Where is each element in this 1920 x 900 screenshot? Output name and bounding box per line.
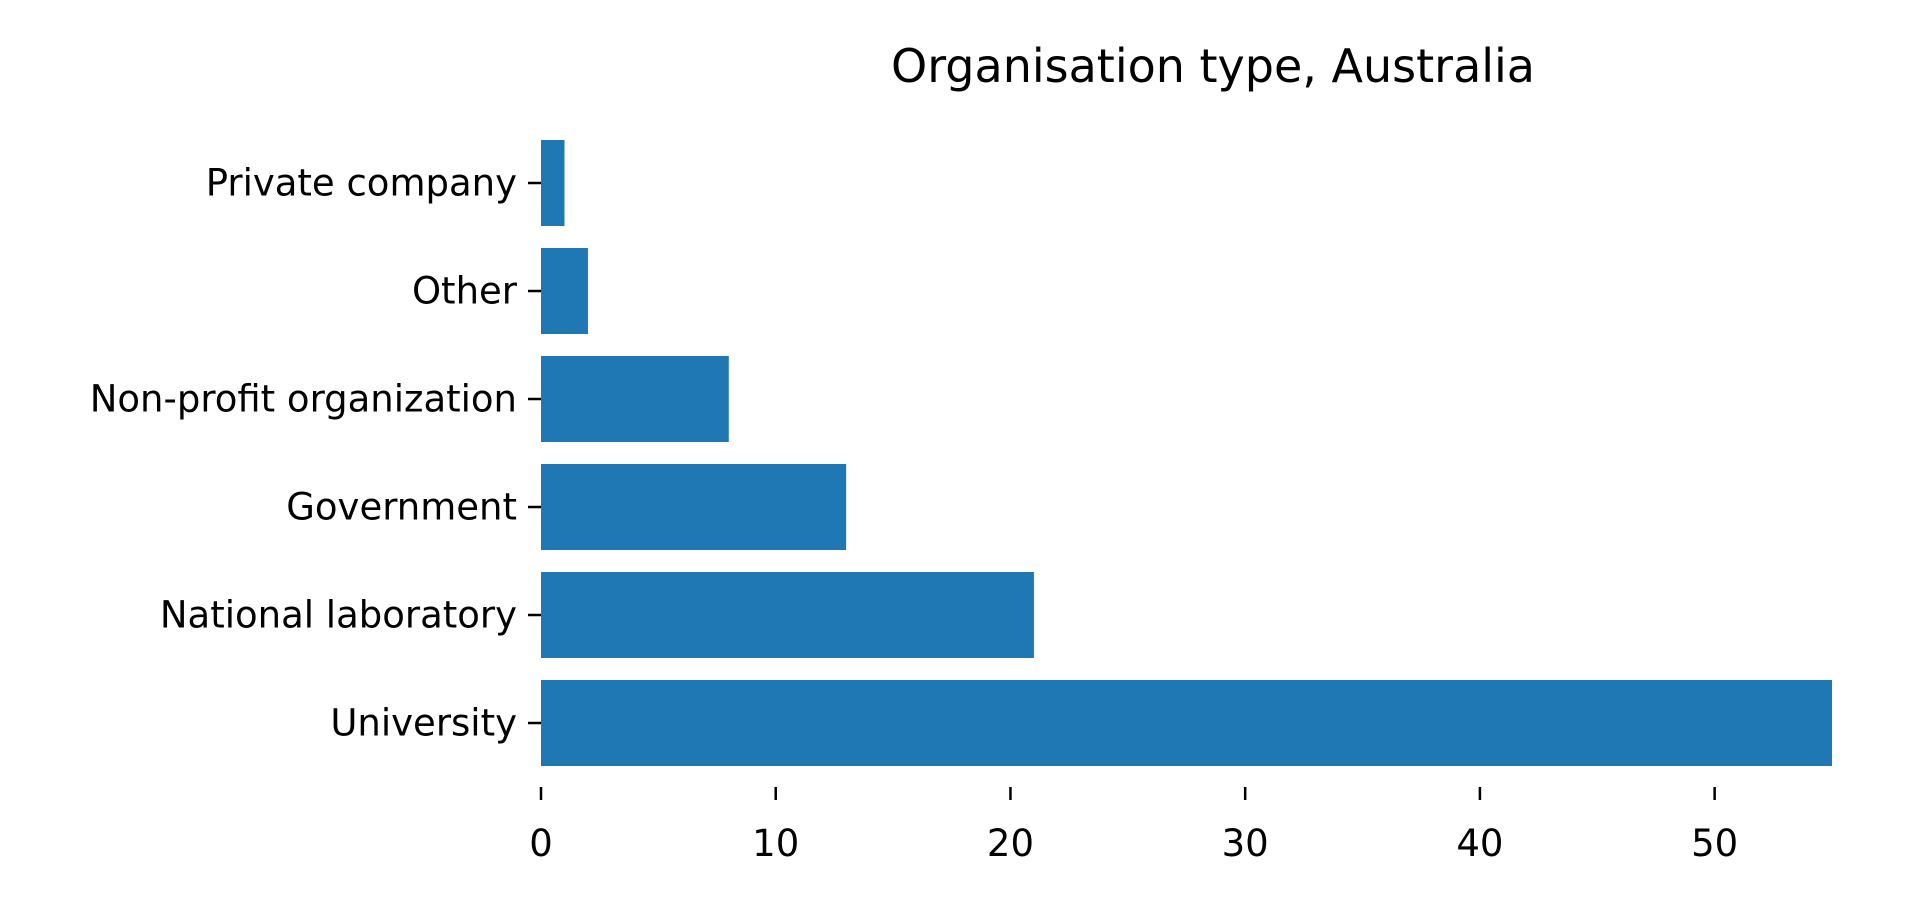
y-tick-label: Government [286, 486, 517, 529]
x-tick-label: 0 [529, 822, 553, 865]
x-tick-label: 40 [1456, 822, 1503, 865]
bar-non-profit-organization [541, 356, 729, 442]
y-tick-label: National laboratory [160, 594, 517, 637]
bars-group [541, 140, 1832, 766]
x-axis: 0 10 20 30 40 50 [529, 787, 1738, 865]
bar-national-laboratory [541, 572, 1034, 658]
y-tick-label: University [330, 702, 517, 745]
bar-private-company [541, 140, 565, 226]
x-tick-label: 50 [1691, 822, 1738, 865]
y-tick-label: Other [412, 270, 518, 313]
bar-government [541, 464, 847, 550]
y-axis: University National laboratory Government N… [90, 162, 541, 745]
y-tick-label: Non-profit organization [90, 378, 517, 421]
y-tick-label: Private company [206, 162, 517, 205]
chart-title: Organisation type, Australia [891, 39, 1535, 93]
x-tick-label: 30 [1222, 822, 1269, 865]
bar-university [541, 680, 1832, 766]
x-tick-label: 20 [987, 822, 1034, 865]
x-tick-label: 10 [752, 822, 799, 865]
bar-other [541, 248, 588, 334]
